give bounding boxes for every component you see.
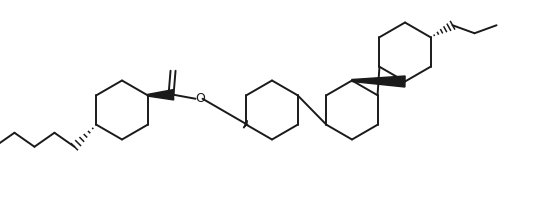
Text: O: O xyxy=(195,92,205,105)
Polygon shape xyxy=(352,76,405,87)
Polygon shape xyxy=(147,89,174,100)
